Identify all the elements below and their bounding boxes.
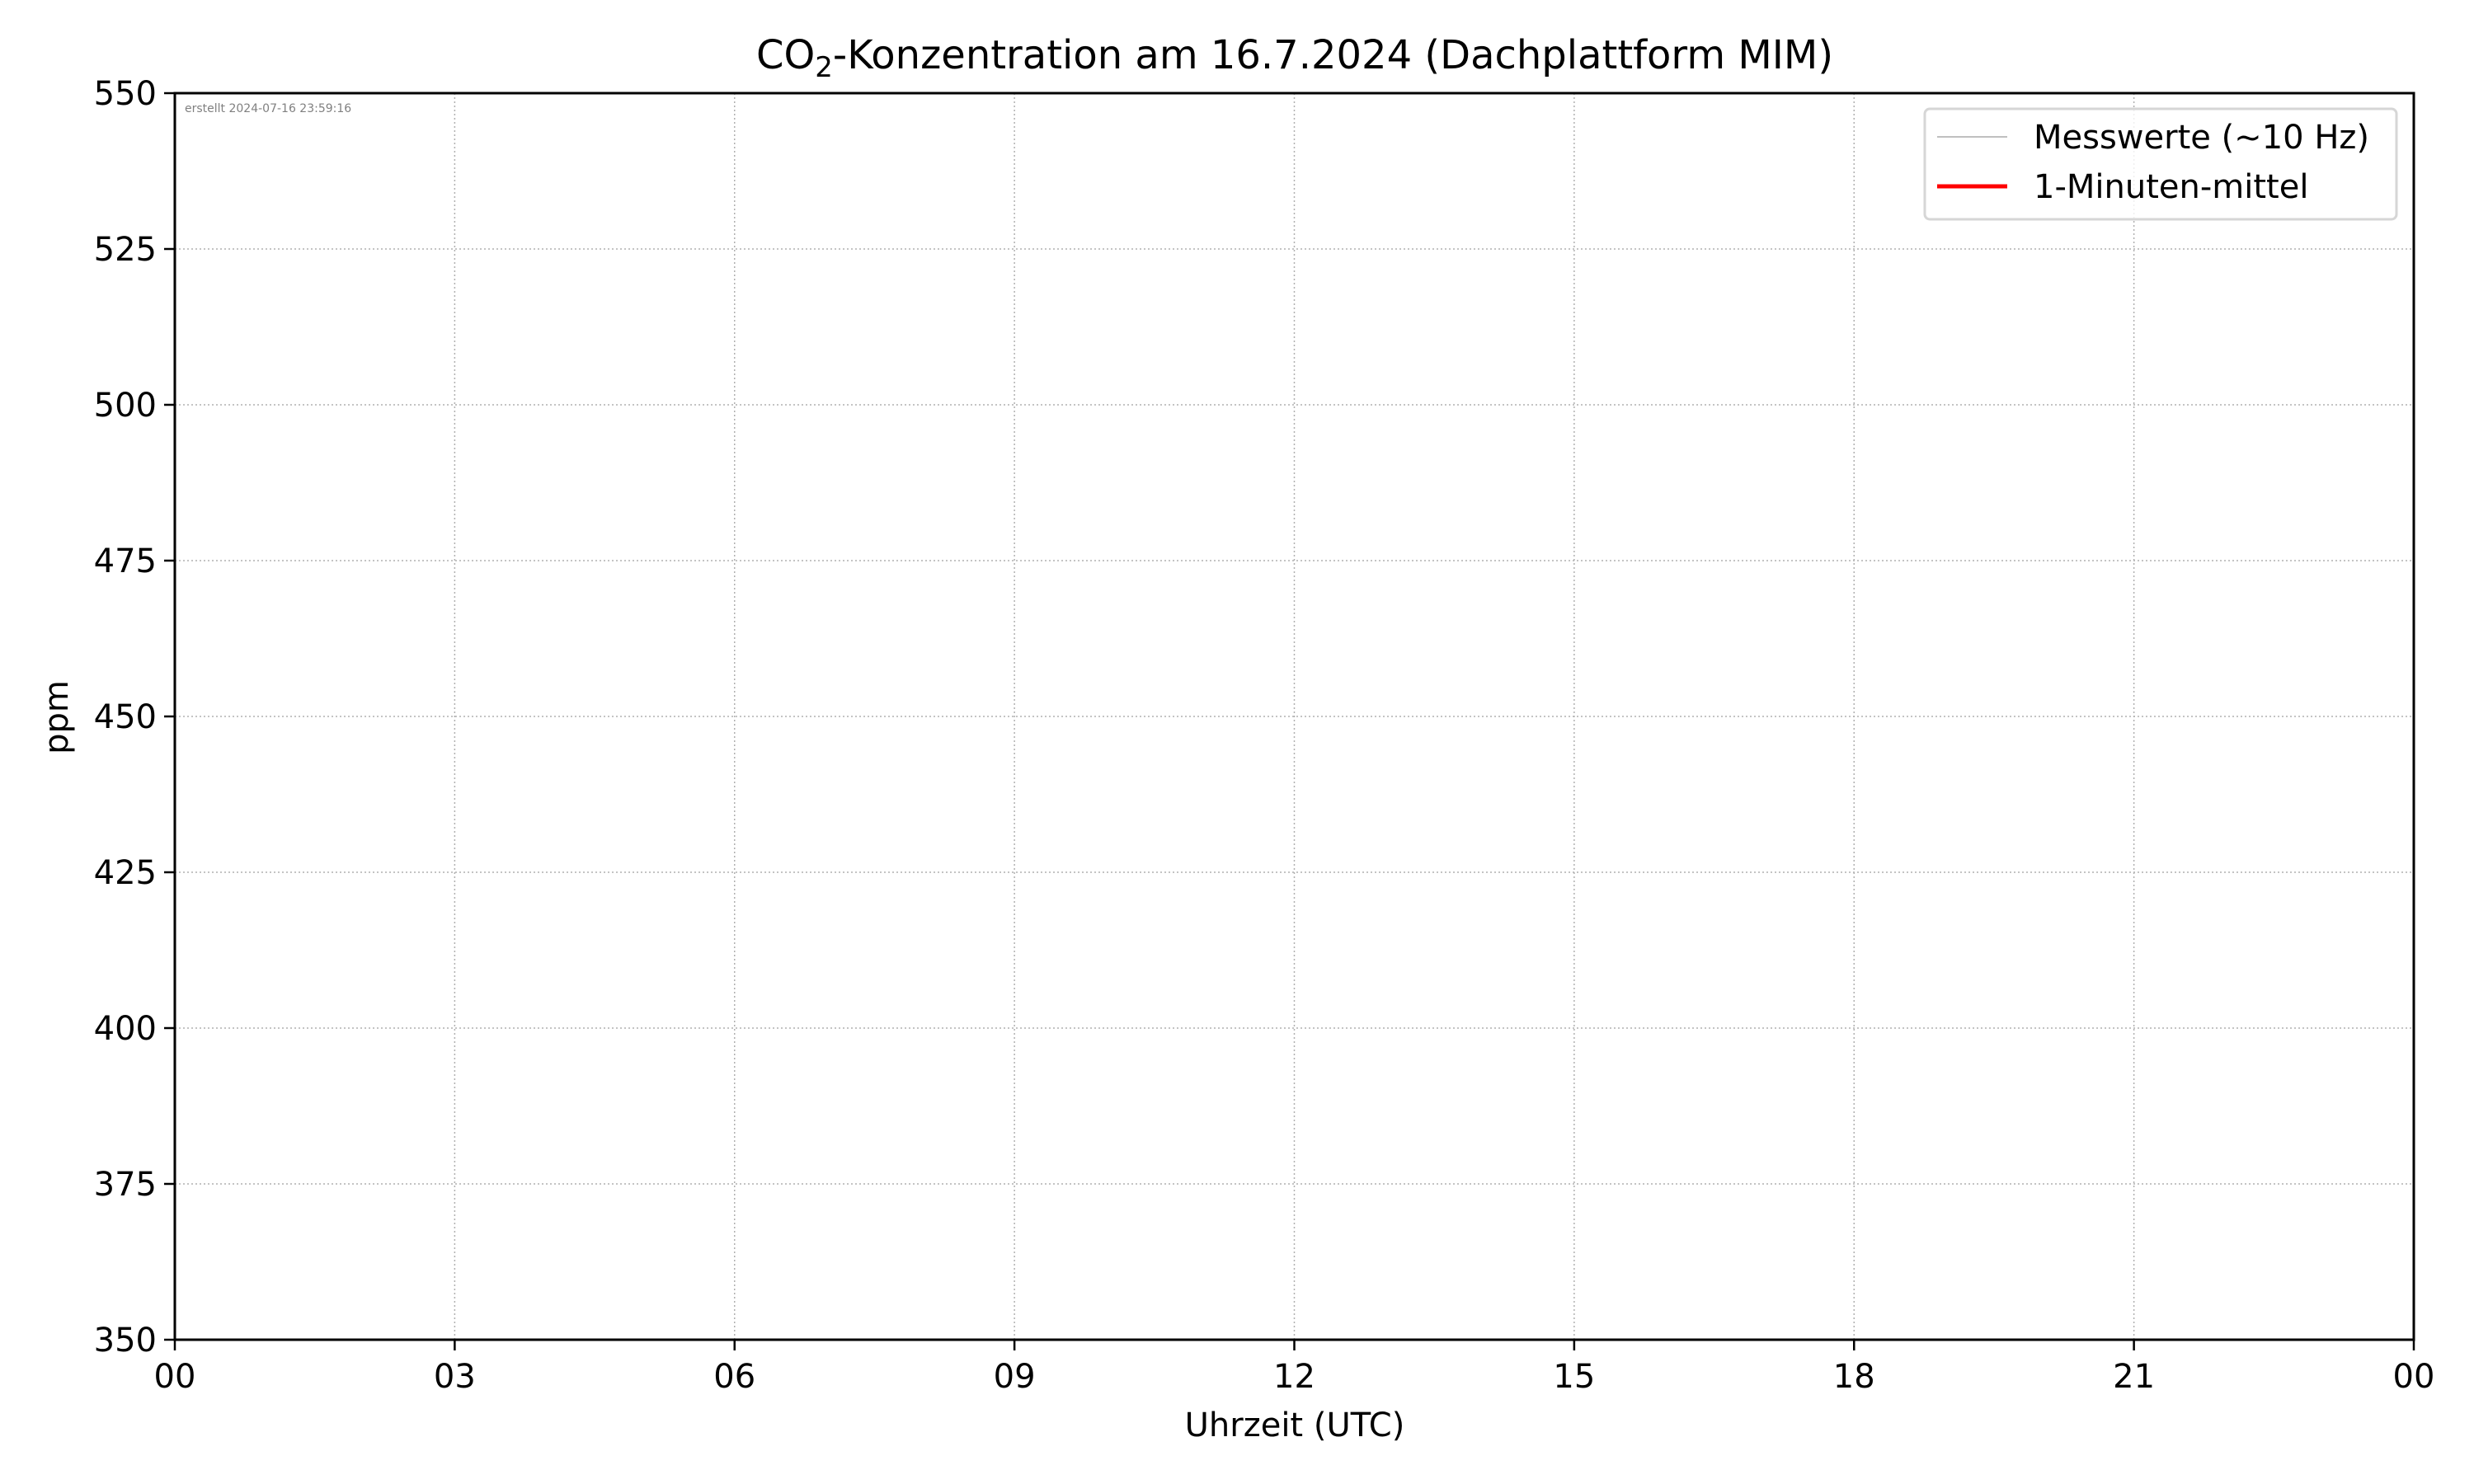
- y-tick-label: 525: [94, 231, 157, 269]
- legend-label-messwerte: Messwerte (~10 Hz): [2034, 119, 2369, 157]
- x-tick-label: 06: [713, 1358, 755, 1396]
- title-subscript: 2: [815, 51, 833, 84]
- y-tick-label: 450: [94, 698, 157, 736]
- y-tick-label: 375: [94, 1166, 157, 1204]
- y-tick-label: 350: [94, 1322, 157, 1360]
- x-axis-label: Uhrzeit (UTC): [1185, 1407, 1405, 1444]
- x-tick-label: 03: [434, 1358, 476, 1396]
- legend-box: [1923, 107, 2398, 221]
- chart-title: CO2-Konzentration am 16.7.2024 (Dachplat…: [756, 32, 1833, 84]
- y-axis-label: ppm: [38, 680, 76, 754]
- x-tick-label: 00: [2393, 1358, 2435, 1396]
- y-tick-label: 400: [94, 1010, 157, 1048]
- y-tick-label: 550: [94, 75, 157, 113]
- y-tick-label: 475: [94, 542, 157, 580]
- created-timestamp: erstellt 2024-07-16 23:59:16: [185, 102, 351, 115]
- grid: [174, 92, 2415, 1341]
- x-axis: 00 03 06 09 12 15 18 21 00: [154, 1340, 2435, 1396]
- x-tick-label: 12: [1273, 1358, 1315, 1396]
- x-tick-label: 09: [994, 1358, 1036, 1396]
- x-tick-label: 15: [1553, 1358, 1595, 1396]
- x-tick-label: 21: [2113, 1358, 2155, 1396]
- x-tick-label: 18: [1833, 1358, 1875, 1396]
- y-tick-label: 425: [94, 854, 157, 892]
- legend-label-minutenmittel: 1-Minuten-mittel: [2034, 168, 2308, 206]
- y-axis: 350 375 400 425 450 475 500 525 550: [94, 75, 175, 1360]
- y-tick-label: 500: [94, 387, 157, 425]
- legend: Messwerte (~10 Hz) 1-Minuten-mittel: [1923, 107, 2398, 221]
- x-tick-label: 00: [154, 1358, 196, 1396]
